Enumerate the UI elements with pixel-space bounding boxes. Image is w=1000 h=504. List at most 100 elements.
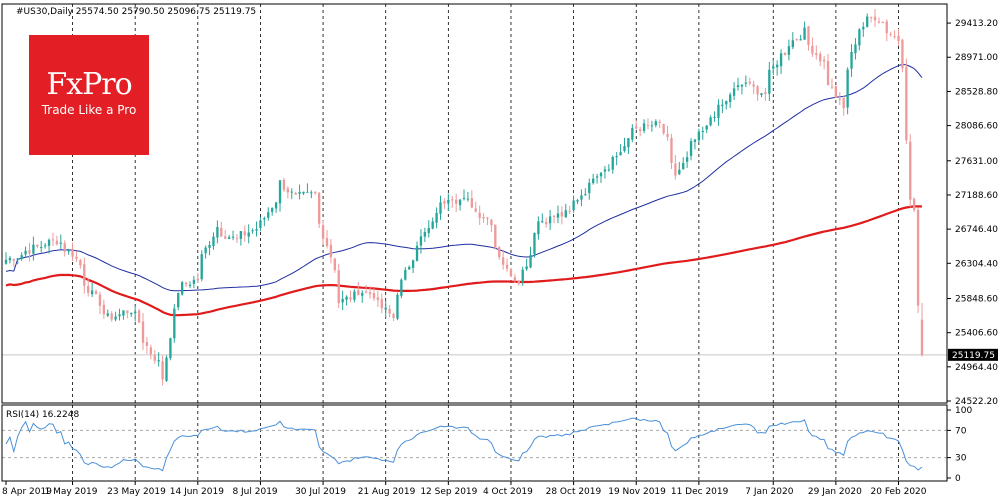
candle-body <box>580 195 583 200</box>
candle-body <box>572 200 575 211</box>
candle-body <box>137 310 141 323</box>
date-tick-label: 12 Sep 2019 <box>420 487 477 497</box>
candle-body <box>118 314 121 317</box>
candle-body <box>858 29 861 46</box>
candle-body <box>447 199 450 204</box>
candle-body <box>239 231 243 239</box>
candle-body <box>709 117 712 126</box>
candle-body <box>470 198 473 208</box>
ma-slow-line <box>5 205 923 317</box>
candle-body <box>619 152 622 156</box>
candle-body <box>196 278 199 280</box>
candle-body <box>333 258 336 271</box>
candle-body <box>548 216 552 224</box>
candle-body <box>803 27 806 40</box>
candle-body <box>787 46 791 55</box>
candle-body <box>768 69 771 94</box>
candle-body <box>388 308 391 314</box>
date-tick-label: 8 Apr 2019 <box>2 487 52 497</box>
candle-body <box>638 129 642 132</box>
candle-body <box>47 239 51 246</box>
candle-body <box>321 225 325 239</box>
ma-fast-line <box>5 63 923 292</box>
candle-body <box>842 98 845 109</box>
candle-body <box>67 249 70 252</box>
candle-body <box>513 277 517 281</box>
candle-body <box>357 290 360 296</box>
candle-body <box>134 311 137 314</box>
date-tick-label: 29 Jan 2020 <box>808 487 862 497</box>
date-tick-label: 8 Jul 2019 <box>232 487 277 497</box>
current-price-label: 25119.75 <box>952 351 995 361</box>
candle-body <box>717 104 720 118</box>
candle-body <box>552 215 556 217</box>
candle-body <box>427 227 430 234</box>
candle-body <box>271 208 274 212</box>
rsi-tick-label: 30 <box>955 454 967 464</box>
candle-body <box>368 292 372 295</box>
candle-body <box>901 39 904 69</box>
candle-body <box>772 66 775 69</box>
candle-body <box>408 266 411 270</box>
candle-body <box>396 294 399 319</box>
candle-body <box>4 259 8 264</box>
candle-body <box>423 231 427 237</box>
candle-body <box>834 86 838 98</box>
candle-body <box>623 146 626 152</box>
candle-body <box>603 169 607 172</box>
candle-body <box>705 125 708 130</box>
price-tick-label: 25406.60 <box>955 329 998 339</box>
candle-body <box>482 217 485 219</box>
candle-body <box>713 116 716 118</box>
candle-body <box>799 39 802 41</box>
candle-body <box>913 198 916 210</box>
candle-body <box>881 22 885 24</box>
candle-body <box>98 294 102 306</box>
candle-body <box>431 221 434 229</box>
candle-body <box>826 61 830 86</box>
candle-body <box>478 212 481 219</box>
candle-body <box>290 191 293 193</box>
candle-body <box>71 248 74 257</box>
candle-body <box>372 293 376 299</box>
candle-body <box>126 310 129 313</box>
candle-body <box>220 227 223 237</box>
candle-body <box>227 237 231 239</box>
candle-body <box>752 84 755 87</box>
candle-body <box>204 247 207 254</box>
candle-body <box>568 210 571 212</box>
candle-body <box>462 197 466 199</box>
price-tick-label: 27631.00 <box>955 157 998 167</box>
axes: 29413.20 28971.00 28528.80 28086.60 27631.00… <box>1 3 998 497</box>
candle-body <box>361 292 364 296</box>
candle-body <box>28 250 31 254</box>
date-tick-label: 7 Jan 2020 <box>745 487 793 497</box>
price-tick-label: 24964.40 <box>955 363 998 373</box>
candle-body <box>545 222 548 225</box>
candle-body <box>795 38 798 40</box>
candle-body <box>314 192 317 194</box>
price-tick-label: 25848.60 <box>955 295 998 305</box>
candle-body <box>537 221 540 235</box>
candle-body <box>905 66 908 141</box>
candle-body <box>541 221 544 223</box>
candle-body <box>173 308 176 339</box>
candle-body <box>791 40 794 48</box>
candle-body <box>353 291 356 300</box>
candle-body <box>400 279 403 296</box>
candle-body <box>654 121 657 126</box>
candle-body <box>674 163 677 176</box>
fxpro-logo: FxPro Trade Like a Pro <box>29 35 149 155</box>
candle-body <box>251 230 254 232</box>
candle-body <box>90 290 94 295</box>
candle-body <box>721 104 724 106</box>
candle-body <box>838 98 841 100</box>
candle-body <box>783 52 787 56</box>
candle-body <box>177 293 180 308</box>
candle-body <box>16 258 19 260</box>
price-panel <box>2 4 947 403</box>
candle-body <box>811 45 814 54</box>
candle-body <box>846 69 849 108</box>
price-tick-label: 26304.40 <box>955 259 998 269</box>
